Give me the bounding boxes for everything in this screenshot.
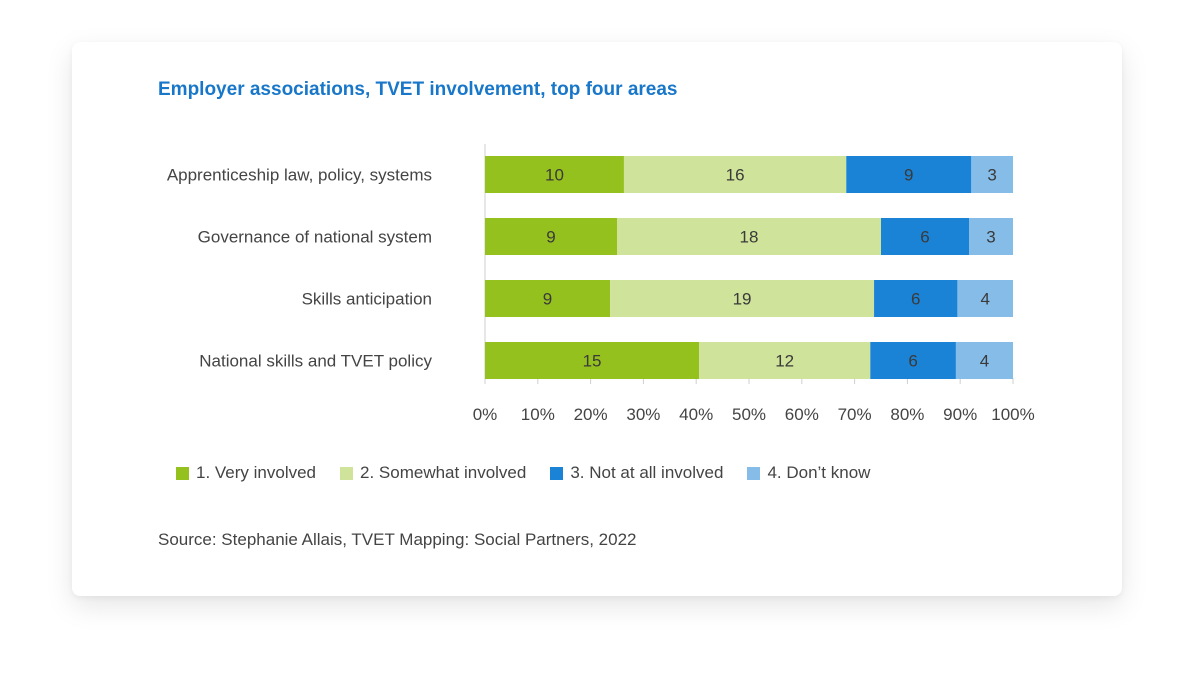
legend-swatch-very-involved (176, 466, 189, 480)
x-tick-label: 20% (574, 405, 608, 424)
x-tick-label: 0% (473, 405, 498, 424)
bar-2-somewhat-involved (699, 342, 871, 379)
data-label: 6 (911, 290, 920, 309)
bar-2-somewhat-involved (623, 156, 847, 193)
x-tick-label: 60% (785, 405, 819, 424)
legend-item-very-involved: 1. Very involved (176, 463, 316, 483)
x-tick-label: 90% (943, 405, 977, 424)
category-label: Skills anticipation (302, 290, 432, 309)
legend-item-not-involved: 3. Not at all involved (550, 463, 723, 483)
bar-3-not-at-all-involved (881, 218, 969, 255)
bar-3-not-at-all-involved (870, 342, 956, 379)
chart-card (72, 42, 1122, 596)
bar-1-very-involved (485, 342, 700, 379)
x-tick-label: 80% (890, 405, 924, 424)
legend-label-not-involved: 3. Not at all involved (570, 463, 724, 482)
x-tick-label: 40% (679, 405, 713, 424)
bar-4-don-t-know (957, 280, 1013, 317)
x-tick-label: 10% (521, 405, 555, 424)
bar-3-not-at-all-involved (874, 280, 958, 317)
bar-4-don-t-know (969, 218, 1013, 255)
data-label: 3 (986, 228, 995, 247)
data-label: 6 (908, 352, 917, 371)
data-label: 4 (980, 352, 989, 371)
bar-2-somewhat-involved (617, 218, 881, 255)
data-label: 6 (920, 228, 929, 247)
x-tick-label: 50% (732, 405, 766, 424)
x-tick-label: 100% (991, 405, 1034, 424)
data-label: 18 (740, 228, 759, 247)
data-label: 19 (733, 290, 752, 309)
legend-swatch-somewhat-involved (340, 466, 354, 480)
data-label: 4 (980, 290, 989, 309)
category-label: Apprenticeship law, policy, systems (167, 166, 432, 185)
bar-1-very-involved (485, 156, 624, 193)
category-label: National skills and TVET policy (199, 352, 432, 371)
bar-1-very-involved (485, 218, 617, 255)
legend-label-very-involved: 1. Very involved (196, 463, 317, 482)
bar-4-don-t-know (955, 342, 1013, 379)
chart-source: Source: Stephanie Allais, TVET Mapping: … (158, 530, 637, 549)
chart-legend: 1. Very involved 2. Somewhat involved 3.… (176, 463, 894, 483)
bar-1-very-involved (485, 280, 611, 317)
x-tick-label: 30% (626, 405, 660, 424)
data-label: 9 (543, 290, 552, 309)
bar-3-not-at-all-involved (846, 156, 972, 193)
legend-item-somewhat-involved: 2. Somewhat involved (340, 463, 526, 483)
data-label: 15 (583, 352, 602, 371)
legend-swatch-not-involved (550, 466, 564, 480)
data-label: 9 (904, 166, 913, 185)
chart-title: Employer associations, TVET involvement,… (158, 79, 678, 100)
data-label: 9 (546, 228, 555, 247)
data-label: 3 (987, 166, 996, 185)
legend-item-dont-know: 4. Don’t know (747, 463, 870, 483)
data-label: 12 (775, 352, 794, 371)
legend-swatch-dont-know (747, 466, 761, 480)
data-label: 10 (545, 166, 564, 185)
bar-2-somewhat-involved (610, 280, 875, 317)
bar-4-don-t-know (971, 156, 1013, 193)
x-tick-label: 70% (838, 405, 872, 424)
legend-label-somewhat-involved: 2. Somewhat involved (360, 463, 527, 482)
category-label: Governance of national system (198, 228, 432, 247)
legend-label-dont-know: 4. Don’t know (767, 463, 871, 482)
data-label: 16 (726, 166, 745, 185)
